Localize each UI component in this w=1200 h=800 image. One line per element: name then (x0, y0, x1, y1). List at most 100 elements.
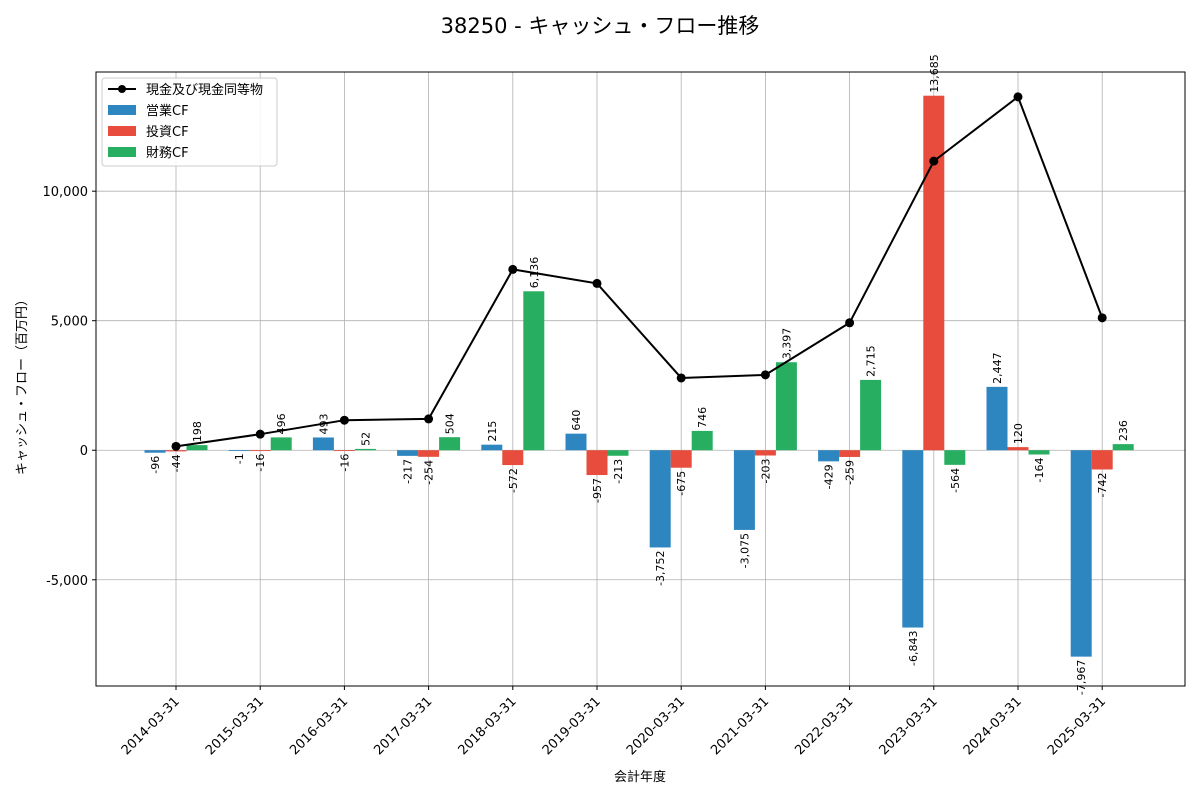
bar-value-label: 746 (696, 407, 709, 428)
bar-1 (586, 450, 608, 476)
bar-1 (502, 450, 524, 466)
legend-label: 現金及び現金同等物 (146, 82, 263, 98)
bar-value-label: -164 (1033, 457, 1046, 482)
bar-0 (312, 437, 334, 451)
legend-bar-swatch (108, 105, 136, 115)
bar-1 (333, 450, 355, 452)
bar-0 (565, 433, 587, 451)
cash-point (255, 429, 265, 439)
legend-bar-swatch (108, 126, 136, 136)
bar-1 (670, 450, 692, 468)
legend-bar-swatch (108, 147, 136, 157)
x-tick-label: 2023-03-31 (877, 694, 941, 758)
bar-value-label: -572 (507, 468, 520, 493)
cash-point (1013, 92, 1023, 102)
bar-2 (691, 430, 713, 451)
bar-2 (523, 291, 545, 451)
legend-label: 投資CF (146, 124, 189, 140)
bar-value-label: -96 (149, 456, 162, 474)
bar-0 (733, 450, 755, 530)
chart-title: 38250 - キャッシュ・フロー推移 (441, 14, 760, 38)
bar-1 (839, 450, 861, 457)
bar-value-label: -254 (423, 460, 436, 485)
x-tick-label: 2019-03-31 (540, 694, 604, 758)
y-tick-label: 10,000 (43, 185, 89, 200)
bar-2 (775, 362, 797, 451)
cash-point (1097, 313, 1107, 323)
y-tick-label: -5,000 (46, 574, 88, 589)
bar-value-label: -957 (591, 478, 604, 503)
bar-value-label: -564 (949, 468, 962, 493)
bar-value-label: 52 (359, 432, 372, 446)
legend-marker (118, 85, 126, 93)
bar-value-label: 13,685 (928, 54, 941, 93)
bar-2 (1028, 450, 1050, 455)
cash-point (592, 278, 602, 288)
bar-value-label: -1 (233, 453, 246, 464)
x-tick-label: 2017-03-31 (371, 694, 435, 758)
bar-2 (270, 437, 292, 451)
bar-value-label: -6,843 (907, 631, 920, 666)
axes: -5,000 0 5,000 10,000 2014-03-31 2015-03-31 20… (43, 71, 1186, 758)
cash-point (676, 373, 686, 383)
plot-frame (95, 71, 1186, 687)
x-tick-label: 2021-03-31 (708, 694, 772, 758)
y-tick-label: 0 (80, 444, 88, 459)
bar-value-label: -3,075 (738, 533, 751, 568)
legend-box (101, 77, 278, 167)
bar-value-label: -16 (254, 454, 267, 472)
cash-point (424, 414, 434, 424)
bar-0 (902, 450, 924, 628)
bar-value-label: -429 (823, 464, 836, 489)
x-tick-label: 2014-03-31 (119, 694, 183, 758)
bar-0 (986, 386, 1008, 451)
bar-value-label: 2,447 (991, 352, 1004, 384)
bar-value-label: 496 (275, 413, 288, 434)
cash-point (845, 318, 855, 328)
cash-line-path (175, 95, 1104, 448)
bar-value-label: -3,752 (654, 550, 667, 585)
bar-0 (144, 450, 166, 453)
x-tick-label: 2025-03-31 (1045, 694, 1109, 758)
bar-0 (228, 450, 250, 452)
bar-value-label: -16 (338, 454, 351, 472)
bar-value-label: 3,397 (780, 328, 793, 360)
x-tick-label: 2016-03-31 (287, 694, 351, 758)
bar-1 (1091, 450, 1113, 470)
bar-value-label: 2,715 (865, 345, 878, 377)
legend-label: 財務CF (146, 146, 189, 161)
bar-0 (649, 450, 671, 548)
bar-1 (249, 450, 271, 452)
cash-point (929, 156, 939, 166)
x-tick-label: 2024-03-31 (961, 694, 1025, 758)
bar-value-label: -217 (402, 459, 415, 484)
bar-value-label: 504 (444, 413, 457, 434)
bar-2 (439, 437, 461, 451)
bar-0 (1070, 450, 1092, 657)
bar-value-label: 215 (486, 421, 499, 442)
x-tick-label: 2022-03-31 (792, 694, 856, 758)
bar-1 (754, 450, 776, 456)
bar-2 (1112, 444, 1134, 451)
bar-value-label: 6,136 (528, 257, 541, 289)
cash-point (171, 441, 181, 451)
legend-label: 営業CF (146, 103, 189, 119)
bar-2 (607, 450, 629, 456)
bar-value-label: -675 (675, 471, 688, 496)
y-tick-label: 5,000 (51, 315, 88, 330)
bar-value-label: 640 (570, 410, 583, 431)
cash-line (171, 92, 1107, 451)
bar-2 (354, 448, 376, 451)
bar-value-label: -213 (612, 459, 625, 484)
bar-value-label: -742 (1096, 472, 1109, 497)
x-tick-label: 2018-03-31 (456, 694, 520, 758)
cash-point (339, 415, 349, 425)
bar-1 (1007, 447, 1029, 451)
bar-0 (397, 450, 419, 456)
bar-0 (818, 450, 840, 462)
bar-value-label: -203 (759, 459, 772, 484)
bar-value-label: -44 (170, 454, 183, 472)
